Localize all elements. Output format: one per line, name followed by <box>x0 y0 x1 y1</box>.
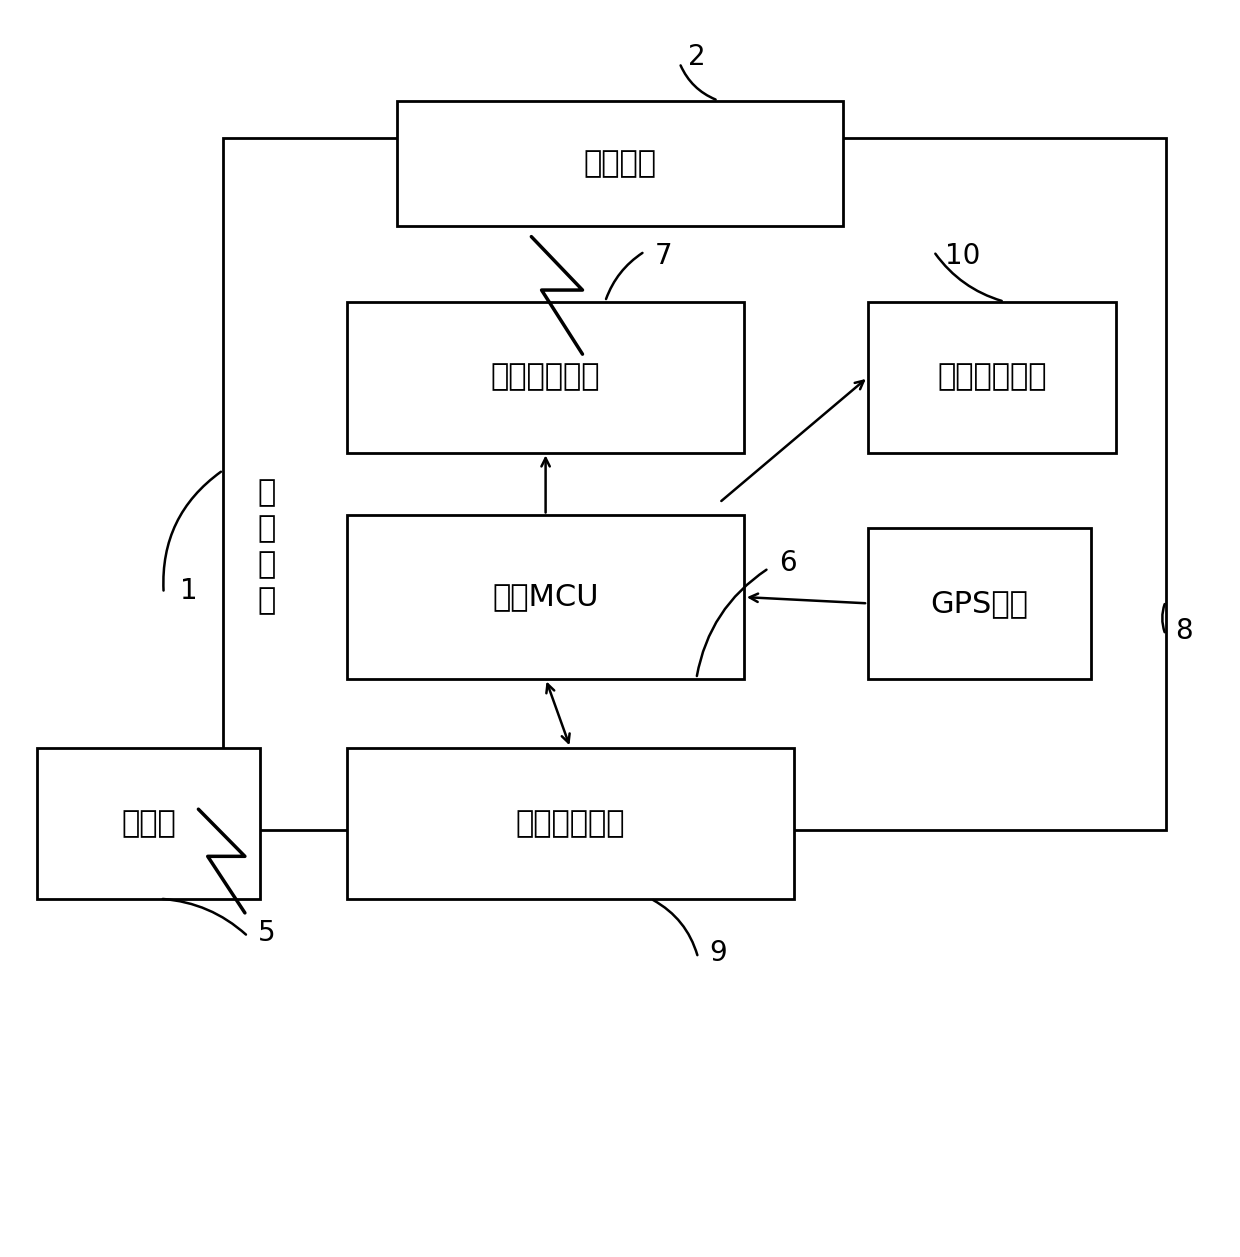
Text: 9: 9 <box>709 939 727 967</box>
Text: 7: 7 <box>655 243 672 270</box>
Text: 8: 8 <box>1176 617 1193 645</box>
FancyBboxPatch shape <box>347 515 744 679</box>
FancyBboxPatch shape <box>223 138 1166 830</box>
Text: 第一MCU: 第一MCU <box>492 582 599 612</box>
Text: 控制装置: 控制装置 <box>584 148 656 178</box>
FancyBboxPatch shape <box>397 101 843 226</box>
Text: 5: 5 <box>258 919 275 947</box>
FancyBboxPatch shape <box>868 528 1091 679</box>
FancyBboxPatch shape <box>868 302 1116 453</box>
FancyBboxPatch shape <box>347 748 794 899</box>
Text: 移
动
终
端: 移 动 终 端 <box>258 479 275 615</box>
Text: 6: 6 <box>779 549 796 577</box>
FancyBboxPatch shape <box>347 302 744 453</box>
Text: 2: 2 <box>688 43 706 70</box>
Text: 10: 10 <box>945 243 981 270</box>
Text: 第一显示单元: 第一显示单元 <box>937 362 1047 392</box>
Text: 第一蓝牙模块: 第一蓝牙模块 <box>491 362 600 392</box>
Text: 1: 1 <box>180 577 197 605</box>
Text: 服务器: 服务器 <box>122 808 176 838</box>
Text: 信号收发模块: 信号收发模块 <box>516 808 625 838</box>
Text: GPS模块: GPS模块 <box>931 588 1028 618</box>
FancyBboxPatch shape <box>37 748 260 899</box>
